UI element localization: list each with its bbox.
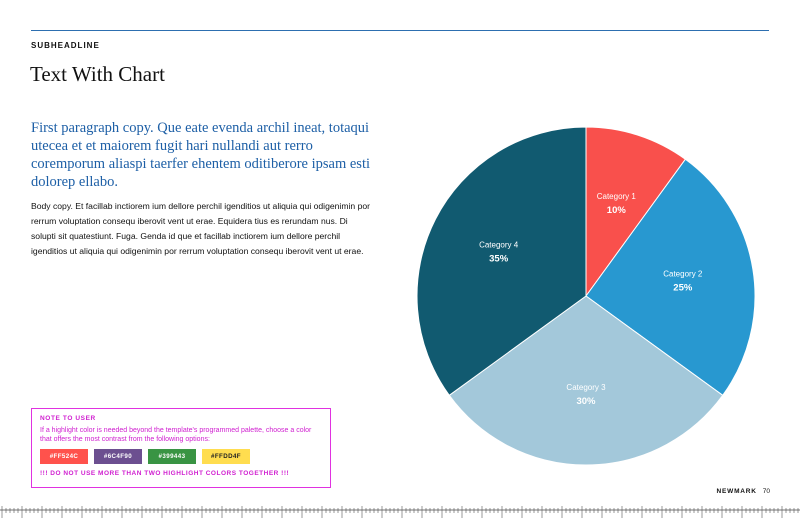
note-to-user-box: NOTE TO USER If a highlight color is nee…	[31, 408, 331, 488]
swatch-label: #FFDD4F	[211, 453, 241, 460]
slice-value-label: 35%	[489, 253, 509, 264]
footer: NEWMARK 70	[717, 488, 771, 495]
pie-chart: Category 1 10% Category 2 25% Category 3 30% C…	[416, 126, 756, 466]
pie-slice-1	[585, 126, 687, 298]
top-rule	[31, 30, 769, 31]
pie-slice-3	[448, 295, 724, 466]
note-title: NOTE TO USER	[40, 415, 96, 422]
slice-category-label: Category 2	[663, 270, 703, 279]
note-text: If a highlight color is needed beyond th…	[40, 427, 312, 443]
footer-brand: NEWMARK	[716, 488, 757, 495]
color-swatch-green: #399443	[148, 449, 196, 464]
swatch-label: #399443	[158, 453, 186, 460]
note-warning: !!! DO NOT USE MORE THAN TWO HIGHLIGHT C…	[40, 470, 290, 477]
color-swatches: #FF524C #6C4F90 #399443 #FFDD4F	[40, 449, 322, 464]
pie-slice-2	[585, 158, 756, 397]
body-paragraph: Body copy. Et facillab inctiorem ium del…	[31, 201, 370, 256]
swatch-label: #FF524C	[49, 453, 79, 460]
slice-value-label: 30%	[576, 396, 596, 407]
slice-value-label: 10%	[607, 205, 627, 216]
subheadline: SUBHEADLINE	[31, 41, 100, 50]
slice-category-label: Category 3	[566, 383, 606, 392]
slice-value-label: 25%	[673, 283, 693, 294]
page-title: Text With Chart	[30, 62, 165, 86]
swatch-label: #6C4F90	[103, 453, 133, 460]
bottom-ruler	[0, 506, 800, 518]
color-swatch-yellow: #FFDD4F	[202, 449, 250, 464]
slice-category-label: Category 1	[597, 192, 637, 201]
slice-category-label: Category 4	[479, 240, 519, 249]
color-swatch-red: #FF524C	[40, 449, 88, 464]
page-number: 70	[762, 488, 770, 495]
pie-slice-4	[416, 126, 587, 397]
lead-paragraph: First paragraph copy. Que eate evenda ar…	[31, 120, 371, 190]
color-swatch-purple: #6C4F90	[94, 449, 142, 464]
